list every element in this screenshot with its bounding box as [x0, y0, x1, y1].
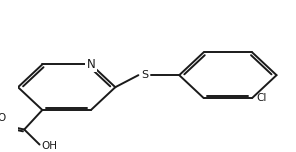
Text: O: O — [0, 113, 5, 123]
Text: OH: OH — [42, 141, 58, 151]
Text: Cl: Cl — [256, 93, 267, 103]
Text: N: N — [87, 58, 95, 71]
Text: S: S — [141, 70, 148, 80]
